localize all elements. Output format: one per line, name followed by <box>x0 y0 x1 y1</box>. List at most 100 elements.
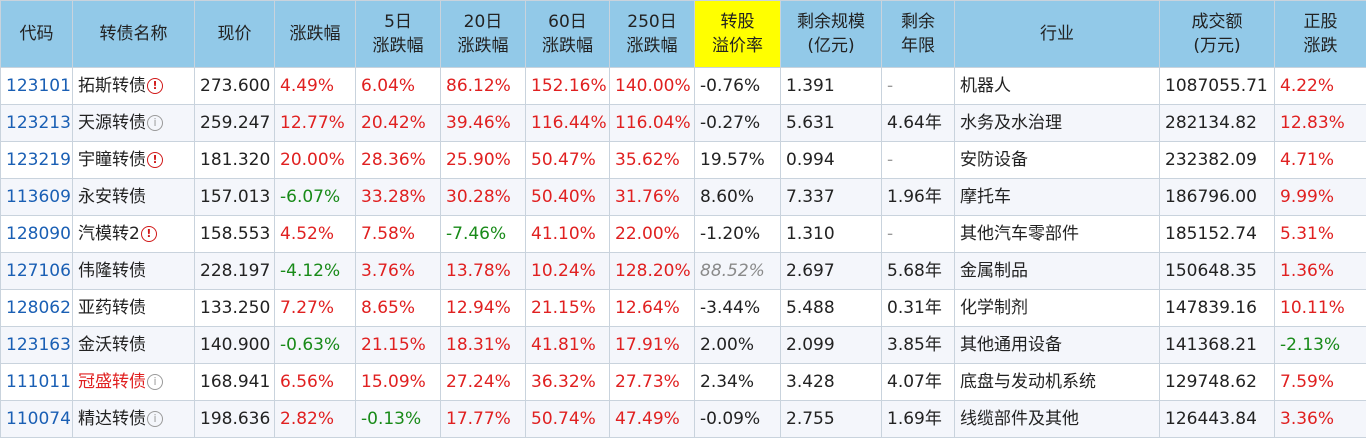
cell-name[interactable]: 金沃转债 <box>72 326 195 364</box>
column-header-stock-chg[interactable]: 正股 涨跌 <box>1274 0 1366 68</box>
cell-code[interactable]: 123219 <box>0 141 73 179</box>
warning-circle-icon[interactable]: ! <box>140 226 157 242</box>
bond-name-link[interactable]: 金沃转债 <box>78 335 146 355</box>
cell-chg20-value: 39.46% <box>446 113 511 133</box>
table-row[interactable]: 123219 宇瞳转债! 181.320 20.00% 28.36% 25.90% 50.4… <box>0 141 1366 179</box>
table-row[interactable]: 123101 拓斯转债! 273.600 4.49% 6.04% 86.12% 152.16… <box>0 67 1366 105</box>
cell-chg60-value: 50.40% <box>531 187 596 207</box>
cell-code[interactable]: 123101 <box>0 67 73 105</box>
cell-years: - <box>881 67 955 105</box>
cell-code-value[interactable]: 123101 <box>6 76 71 96</box>
cell-name[interactable]: 宇瞳转债! <box>72 141 195 179</box>
cell-code-value[interactable]: 110074 <box>6 409 71 429</box>
bond-name-link[interactable]: 天源转债 <box>78 113 146 133</box>
cell-code[interactable]: 128062 <box>0 289 73 327</box>
cell-scale: 5.488 <box>780 289 882 327</box>
cell-name[interactable]: 永安转债 <box>72 178 195 216</box>
column-header-price[interactable]: 现价 <box>194 0 275 68</box>
cell-premium-value: -3.44% <box>700 298 761 318</box>
bond-name-link[interactable]: 精达转债 <box>78 409 146 429</box>
cell-code-value[interactable]: 113609 <box>6 187 71 207</box>
column-header-chg[interactable]: 涨跌幅 <box>274 0 356 68</box>
cell-price-value: 140.900 <box>200 335 271 355</box>
table-row[interactable]: 127106 伟隆转债 228.197 -4.12% 3.76% 13.78% 10.24%… <box>0 252 1366 290</box>
bond-name-link[interactable]: 拓斯转债 <box>78 76 146 96</box>
cell-code-value[interactable]: 128090 <box>6 224 71 244</box>
column-header-label: 剩余 <box>901 12 935 32</box>
cell-code[interactable]: 123213 <box>0 104 73 142</box>
cell-chg250: 22.00% <box>609 215 695 253</box>
column-header-label: 涨跌幅 <box>626 36 678 56</box>
table-row[interactable]: 128090 汽模转2! 158.553 4.52% 7.58% -7.46% 41.10%… <box>0 215 1366 253</box>
cell-code[interactable]: 113609 <box>0 178 73 216</box>
table-row[interactable]: 128062 亚药转债 133.250 7.27% 8.65% 12.94% 21.15% 1… <box>0 289 1366 327</box>
cell-scale-value: 2.755 <box>786 409 835 429</box>
column-header-chg250[interactable]: 250日 涨跌幅 <box>609 0 695 68</box>
cell-code-value[interactable]: 123163 <box>6 335 71 355</box>
info-circle-icon[interactable]: i <box>147 374 163 390</box>
cell-volume-value: 232382.09 <box>1165 150 1257 170</box>
cell-volume: 282134.82 <box>1159 104 1275 142</box>
column-header-label: 涨跌 <box>1303 36 1338 56</box>
bond-name-link[interactable]: 冠盛转债 <box>78 372 146 392</box>
table-row[interactable]: 123213 天源转债 i 259.247 12.77% 20.42% 39.46% 116.… <box>0 104 1366 142</box>
bond-name-link[interactable]: 伟隆转债 <box>78 261 146 281</box>
table-row[interactable]: 113609 永安转债 157.013 -6.07% 33.28% 30.28% 50.40… <box>0 178 1366 216</box>
cell-stock-chg: 5.31% <box>1274 215 1366 253</box>
column-header-chg60[interactable]: 60日 涨跌幅 <box>525 0 610 68</box>
column-header-name[interactable]: 转债名称 <box>72 0 195 68</box>
cell-scale: 1.310 <box>780 215 882 253</box>
cell-chg5-value: 7.58% <box>361 224 416 244</box>
cell-code[interactable]: 123163 <box>0 326 73 364</box>
bond-name-link[interactable]: 宇瞳转债 <box>78 150 146 170</box>
cell-chg60-value: 116.44% <box>531 113 607 133</box>
cell-name[interactable]: 汽模转2! <box>72 215 195 253</box>
column-header-years[interactable]: 剩余 年限 <box>881 0 955 68</box>
column-header-premium[interactable]: 转股 溢价率 <box>694 0 781 68</box>
cell-chg: 2.82% <box>274 400 356 438</box>
cell-industry-value: 水务及水治理 <box>960 113 1062 133</box>
cell-years-value: - <box>887 224 894 244</box>
cell-name[interactable]: 精达转债 i <box>72 400 195 438</box>
cell-code[interactable]: 110074 <box>0 400 73 438</box>
bond-name-link[interactable]: 亚药转债 <box>78 298 146 318</box>
cell-code[interactable]: 127106 <box>0 252 73 290</box>
column-header-chg5[interactable]: 5日 涨跌幅 <box>355 0 441 68</box>
cell-name[interactable]: 天源转债 i <box>72 104 195 142</box>
bond-name-link[interactable]: 汽模转2 <box>78 224 140 244</box>
table-row[interactable]: 110074 精达转债 i 198.636 2.82% -0.13% 17.77% 50.74… <box>0 400 1366 438</box>
bond-name-link[interactable]: 永安转债 <box>78 187 146 207</box>
cell-code[interactable]: 111011 <box>0 363 73 401</box>
table-row[interactable]: 123163 金沃转债 140.900 -0.63% 21.15% 18.31% 41.81… <box>0 326 1366 364</box>
cell-name[interactable]: 拓斯转债! <box>72 67 195 105</box>
warning-circle-icon[interactable]: ! <box>147 78 163 94</box>
info-circle-icon[interactable]: i <box>147 411 163 427</box>
cell-volume: 141368.21 <box>1159 326 1275 364</box>
cell-code-value[interactable]: 111011 <box>6 372 71 392</box>
cell-price-value: 158.553 <box>200 224 271 244</box>
column-header-code[interactable]: 代码 <box>0 0 73 68</box>
column-header-chg20[interactable]: 20日 涨跌幅 <box>440 0 526 68</box>
warning-circle-icon[interactable]: ! <box>147 152 163 168</box>
cell-code-value[interactable]: 123219 <box>6 150 71 170</box>
cell-name[interactable]: 冠盛转债 i <box>72 363 195 401</box>
column-header-volume[interactable]: 成交额 (万元) <box>1159 0 1275 68</box>
cell-code-value[interactable]: 123213 <box>6 113 71 133</box>
column-header-scale[interactable]: 剩余规模 (亿元) <box>780 0 882 68</box>
info-circle-icon[interactable]: i <box>147 115 163 131</box>
cell-stock-chg-value: 12.83% <box>1280 113 1345 133</box>
cell-chg-value: -0.63% <box>280 335 341 355</box>
cell-code-value[interactable]: 128062 <box>6 298 71 318</box>
cell-chg20: 39.46% <box>440 104 526 142</box>
cell-code[interactable]: 128090 <box>0 215 73 253</box>
cell-name[interactable]: 亚药转债 <box>72 289 195 327</box>
table-body: 123101 拓斯转债! 273.600 4.49% 6.04% 86.12% 152.16… <box>0 67 1366 438</box>
table-row[interactable]: 111011 冠盛转债 i 168.941 6.56% 15.09% 27.24% 36.32… <box>0 363 1366 401</box>
cell-scale-value: 5.488 <box>786 298 835 318</box>
cell-name[interactable]: 伟隆转债 <box>72 252 195 290</box>
column-header-industry[interactable]: 行业 <box>954 0 1160 68</box>
cell-price: 198.636 <box>194 400 275 438</box>
cell-years: 5.68年 <box>881 252 955 290</box>
cell-chg20: 18.31% <box>440 326 526 364</box>
cell-code-value[interactable]: 127106 <box>6 261 71 281</box>
